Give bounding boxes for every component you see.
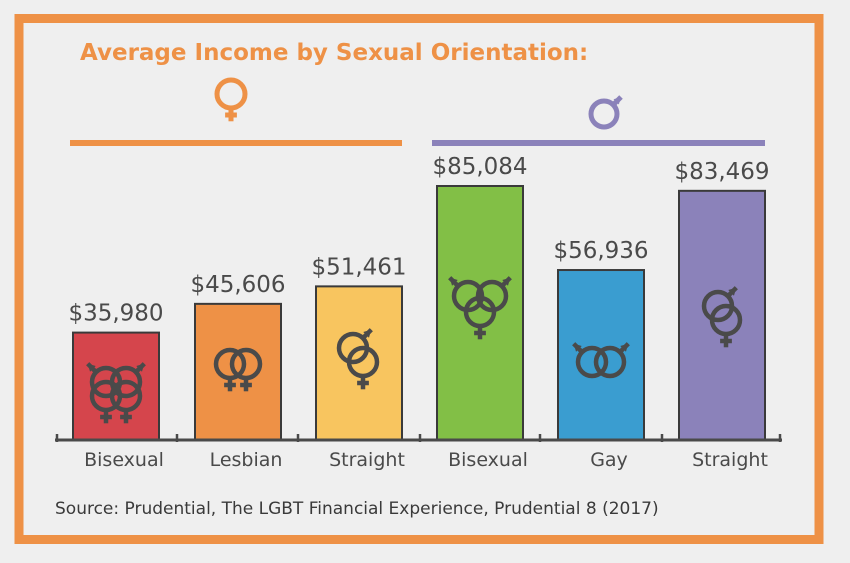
bar [557, 269, 645, 442]
female-group-header [70, 77, 402, 146]
bars: $35,980 $45,606 $51,461 $85,084 $56,936 $83,4… [68, 154, 770, 442]
bar-group: $51,461 [311, 254, 407, 441]
bar-group: $83,469 [674, 159, 770, 441]
male-symbol-icon [588, 95, 623, 130]
value-label: $35,980 [68, 301, 163, 327]
x-axis [55, 434, 782, 442]
female-bisexual-symbol-icon [86, 362, 146, 424]
category-label: Gay [590, 449, 628, 471]
value-label: $85,084 [432, 154, 527, 180]
category-label: Bisexual [84, 449, 164, 471]
bar-group: $35,980 [68, 301, 164, 442]
bar [678, 189, 766, 441]
bar [315, 285, 403, 441]
category-label: Straight [692, 449, 768, 471]
category-labels: Bisexual Lesbian Straight Bisexual Gay Straig… [84, 449, 768, 471]
bar [194, 302, 282, 441]
chart-frame [14, 14, 824, 544]
source-note: Source: Prudential, The LGBT Financial E… [55, 499, 659, 519]
category-label: Bisexual [448, 449, 528, 471]
lesbian-symbol-icon [213, 347, 263, 392]
male-group-header [432, 95, 765, 146]
category-label: Lesbian [210, 449, 283, 471]
male-straight-symbol-icon [701, 286, 743, 348]
bar-group: $85,084 [432, 154, 528, 441]
value-label: $56,936 [553, 238, 648, 264]
chart-title: Average Income by Sexual Orientation: [80, 40, 588, 66]
value-label: $45,606 [190, 272, 285, 298]
value-label: $51,461 [311, 254, 406, 280]
female-symbol-icon [214, 77, 248, 122]
female-straight-symbol-icon [336, 328, 380, 390]
male-bisexual-symbol-icon [448, 276, 512, 340]
category-label: Straight [329, 449, 405, 471]
bar [436, 185, 524, 441]
bar-group: $45,606 [190, 272, 286, 441]
gay-symbol-icon [572, 342, 630, 379]
bar-group: $56,936 [553, 238, 649, 442]
value-label: $83,469 [674, 159, 769, 185]
